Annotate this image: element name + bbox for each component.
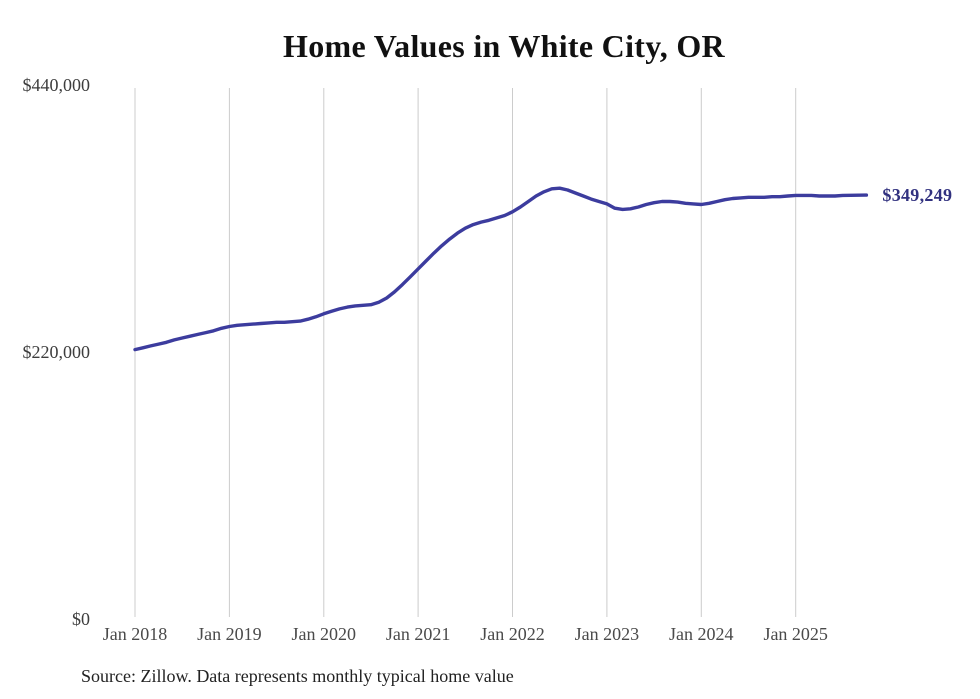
gridlines [134,88,797,617]
x-axis-label: Jan 2025 [763,624,828,644]
chart-title: Home Values in White City, OR [283,28,725,64]
latest-value-label: $349,249 [882,185,953,206]
x-axis-label: Jan 2018 [102,624,168,644]
source-note: Source: Zillow. Data represents monthly … [81,666,514,686]
x-axis-label: Jan 2019 [197,624,262,644]
value-line-series [133,186,869,352]
x-axis-label: Jan 2024 [669,624,734,644]
y-axis-label: $0 [72,608,90,629]
x-axis-label: Jan 2023 [574,624,640,644]
y-axis-label: $220,000 [22,341,91,362]
x-axis-label: Jan 2022 [480,624,545,644]
y-axis-label: $440,000 [22,74,91,95]
x-axis-label: Jan 2021 [385,624,451,644]
home-value-line [133,186,869,352]
x-axis-label: Jan 2020 [291,624,357,644]
